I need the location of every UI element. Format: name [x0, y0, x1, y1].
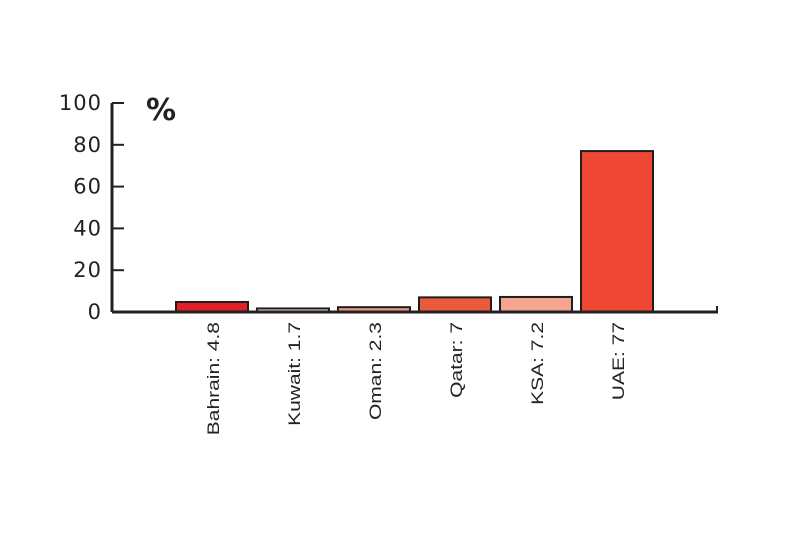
bar: [499, 295, 573, 313]
y-tick-label: 60: [73, 175, 102, 199]
category-label: Bahrain: 4.8: [204, 322, 222, 435]
category-label: Kuwait: 1.7: [285, 322, 303, 426]
bar: [175, 300, 249, 313]
bar: [418, 296, 492, 313]
bar: [580, 150, 654, 313]
y-tick-label: 100: [59, 91, 102, 115]
category-labels: Bahrain: 4.8 Kuwait: 1.7 Oman: 2.3 Qatar: 7…: [204, 322, 627, 435]
x-axis: [112, 306, 718, 314]
y-tick-label: 0: [88, 300, 102, 324]
y-tick-label: 80: [73, 133, 102, 157]
category-label: KSA: 7.2: [528, 322, 546, 405]
category-label: Oman: 2.3: [366, 322, 384, 420]
category-label: UAE: 77: [609, 322, 627, 400]
y-tick-label: 40: [73, 216, 102, 240]
category-label: Qatar: 7: [447, 322, 465, 398]
y-axis: 0 20 40 60 80 100: [59, 91, 124, 324]
y-unit-label: %: [146, 93, 176, 128]
y-tick-label: 20: [73, 258, 102, 282]
bars: [175, 150, 654, 313]
